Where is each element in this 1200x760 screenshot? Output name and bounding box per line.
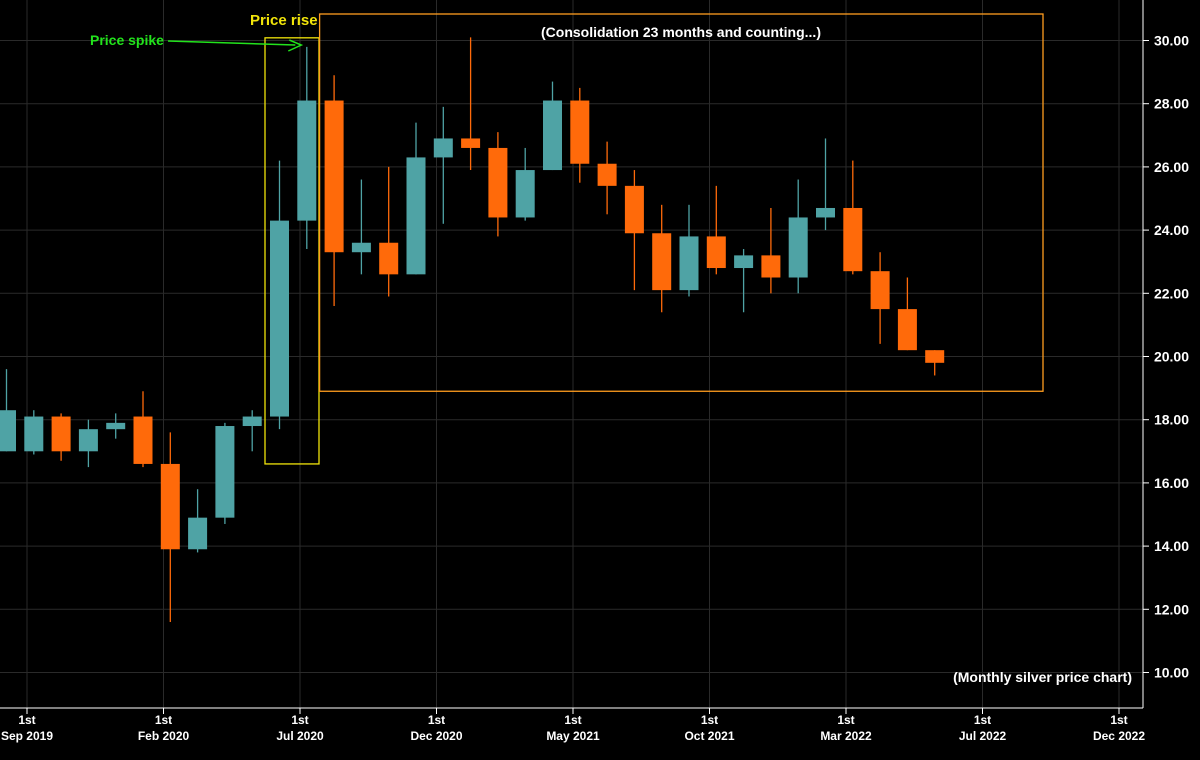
x-tick-day: 1st <box>564 713 581 727</box>
y-tick-label: 14.00 <box>1154 538 1189 554</box>
candle-body-down <box>761 255 781 278</box>
candle-body-up <box>188 517 208 550</box>
candle-body-up <box>406 157 426 275</box>
candle-body-down <box>51 416 71 452</box>
gridlines <box>0 0 1143 708</box>
x-tick-label: Feb 2020 <box>138 729 190 743</box>
y-tick-label: 24.00 <box>1154 222 1189 238</box>
axes: 10.00 12.00 14.00 16.00 18.00 20.00 22.00 24.00… <box>0 0 1189 743</box>
candle-body-down <box>706 236 726 269</box>
candles <box>0 37 945 622</box>
x-tick-label: Dec 2020 <box>410 729 462 743</box>
consolidation-label: (Consolidation 23 months and counting...… <box>541 24 821 40</box>
x-tick-label: May 2021 <box>546 729 600 743</box>
x-tick-day: 1st <box>701 713 718 727</box>
x-tick-label: Sep 2019 <box>1 729 53 743</box>
y-tick-label: 22.00 <box>1154 285 1189 301</box>
candle-body-up <box>0 410 16 452</box>
y-tick-label: 28.00 <box>1154 96 1189 112</box>
candle-body-up <box>351 242 371 253</box>
candle-body-down <box>324 100 344 253</box>
candle-body-up <box>515 170 535 218</box>
candle-body-up <box>24 416 44 452</box>
candle-body-down <box>897 309 917 351</box>
candle-body-down <box>133 416 153 464</box>
price-spike-label: Price spike <box>90 32 164 48</box>
candle-body-up <box>270 220 289 417</box>
x-tick-day: 1st <box>1110 713 1127 727</box>
x-tick-day: 1st <box>291 713 308 727</box>
x-tick-label: Jul 2022 <box>959 729 1007 743</box>
y-tick-label: 20.00 <box>1154 349 1189 365</box>
candle-body-down <box>160 463 180 550</box>
price-rise-label: Price rise <box>250 12 318 29</box>
x-tick-day: 1st <box>974 713 991 727</box>
y-tick-label: 10.00 <box>1154 665 1189 681</box>
price-spike-arrow-head <box>287 39 304 52</box>
candle-body-up <box>679 236 699 291</box>
candle-body-up <box>788 217 808 278</box>
candle-body-down <box>488 147 508 218</box>
candle-body-down <box>925 350 945 363</box>
candle-body-down <box>379 242 399 275</box>
y-tick-label: 30.00 <box>1154 33 1189 49</box>
price-spike-arrow-line <box>167 40 296 46</box>
candle-body-up <box>78 429 98 452</box>
candle-body-down <box>624 185 644 234</box>
candle-body-down <box>652 233 672 291</box>
candle-body-down <box>570 100 590 164</box>
y-tick-label: 26.00 <box>1154 159 1189 175</box>
x-tick-day: 1st <box>18 713 35 727</box>
candle-body-down <box>461 138 481 148</box>
x-tick-label: Jul 2020 <box>276 729 324 743</box>
x-tick-label: Oct 2021 <box>684 729 734 743</box>
x-tick-label: Mar 2022 <box>820 729 872 743</box>
candle-body-up <box>734 255 754 269</box>
candle-body-up <box>433 138 453 158</box>
candle-body-down <box>597 163 617 186</box>
annotation-boxes <box>264 13 1044 465</box>
consolidation-box <box>318 13 1044 392</box>
candle-body-up <box>297 100 317 221</box>
candle-body-down <box>870 271 890 310</box>
y-tick-label: 12.00 <box>1154 601 1189 617</box>
x-tick-day: 1st <box>837 713 854 727</box>
x-tick-day: 1st <box>428 713 445 727</box>
candle-body-up <box>543 100 562 171</box>
candle-body-down <box>843 207 863 272</box>
candle-body-up <box>242 416 262 427</box>
y-tick-label: 16.00 <box>1154 475 1189 491</box>
x-tick-label: Dec 2022 <box>1093 729 1145 743</box>
candle-body-up <box>106 422 126 430</box>
chart-caption: (Monthly silver price chart) <box>953 669 1132 685</box>
x-tick-day: 1st <box>155 713 172 727</box>
y-tick-label: 18.00 <box>1154 412 1189 428</box>
candle-body-up <box>816 207 835 218</box>
candle-body-up <box>215 426 235 518</box>
annotations: Price spike Price rise (Consolidation 23… <box>90 12 1132 685</box>
